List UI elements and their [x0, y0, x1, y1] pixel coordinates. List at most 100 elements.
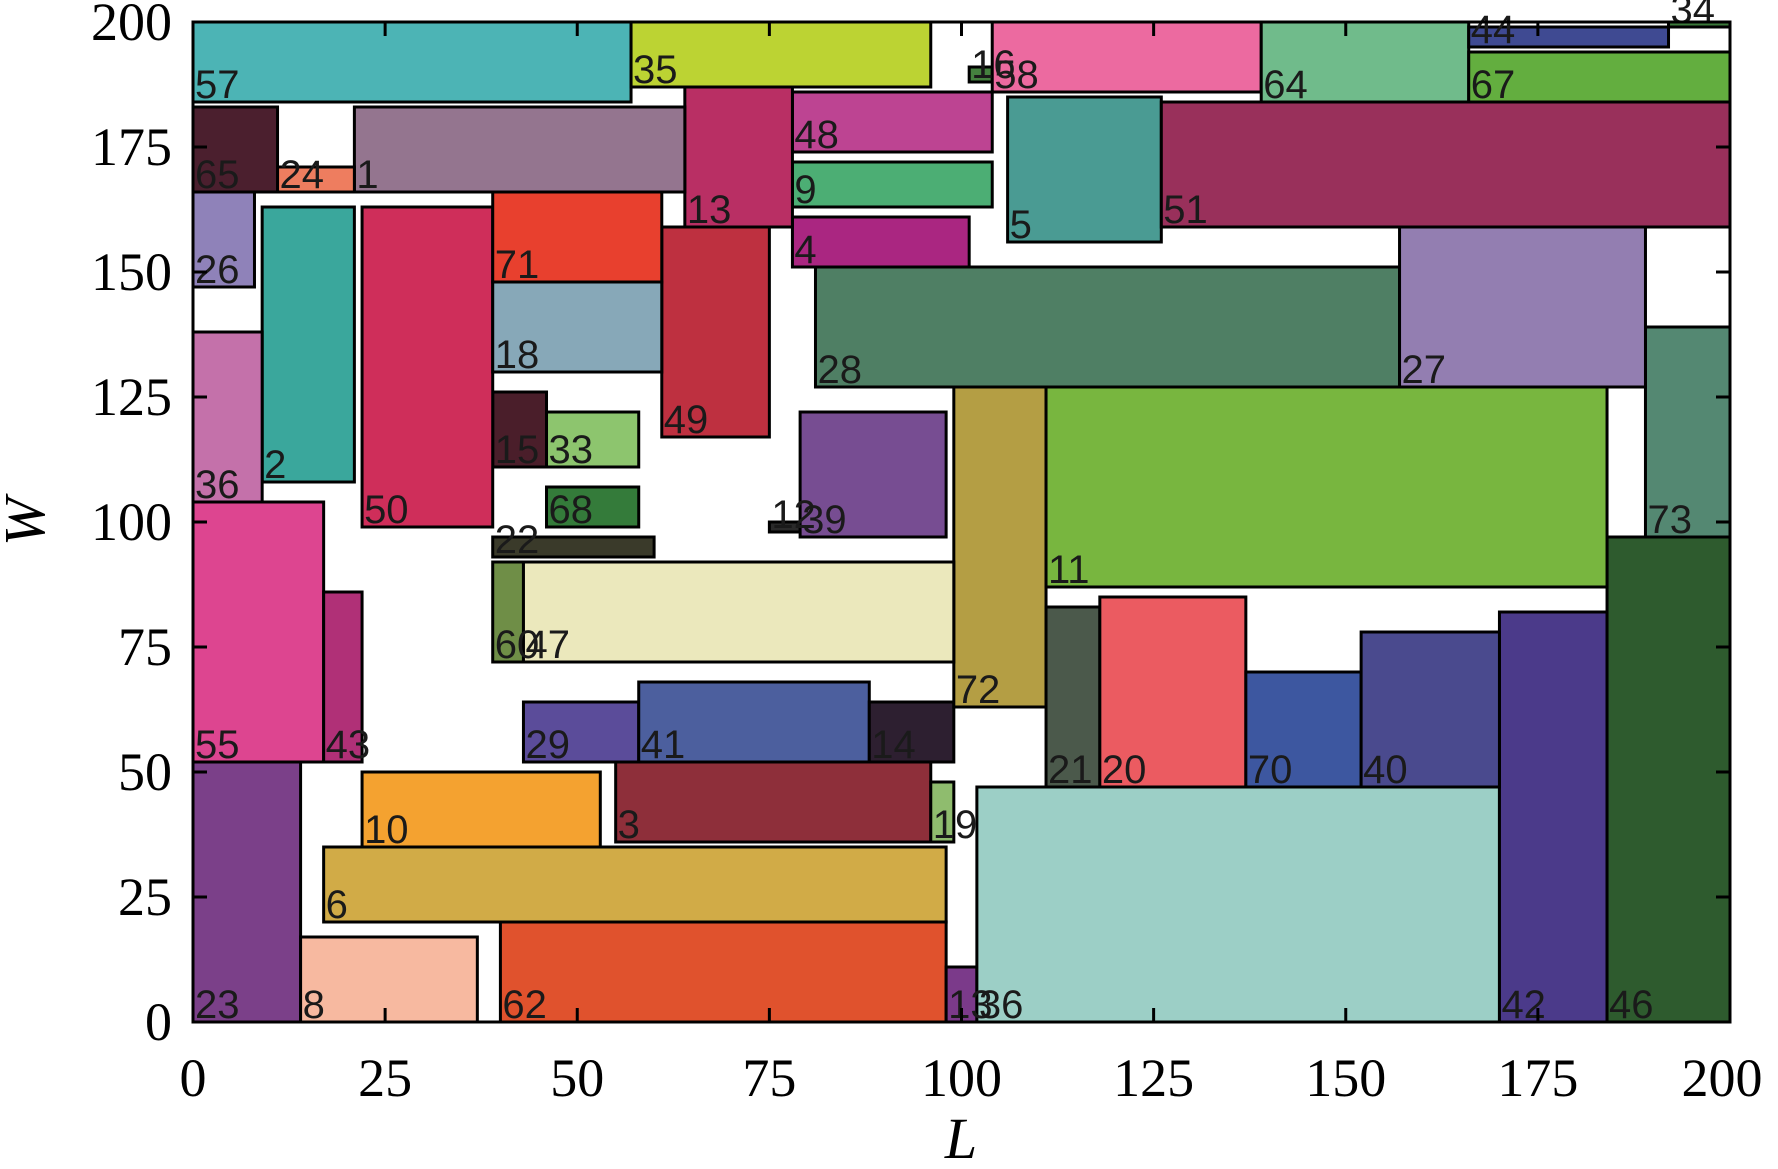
item-label-40: 40 — [1363, 748, 1408, 792]
item-rect-68 — [545, 485, 641, 529]
item-label-20: 20 — [1102, 748, 1147, 792]
x-tick-label: 150 — [1305, 1048, 1386, 1108]
item-rect-62 — [498, 920, 948, 1024]
item-label-57: 57 — [195, 63, 240, 107]
item-rect-44 — [1467, 25, 1671, 49]
item-label-58: 58 — [994, 53, 1039, 97]
item-label-13b: 13 — [687, 188, 732, 232]
y-tick-label: 50 — [118, 742, 172, 802]
item-label-26: 26 — [195, 248, 240, 292]
x-tick-label: 175 — [1497, 1048, 1578, 1108]
item-rect-51 — [1159, 100, 1732, 229]
item-label-62: 62 — [502, 983, 547, 1027]
item-rect-35 — [629, 20, 933, 89]
item-rect-14 — [867, 700, 956, 764]
y-tick-label: 25 — [118, 867, 172, 927]
item-rect-8 — [299, 935, 479, 1024]
item-label-34: 34 — [1671, 0, 1716, 32]
item-rect-6 — [322, 845, 948, 924]
item-rect-23 — [191, 760, 303, 1024]
item-label-36b: 36 — [195, 463, 240, 507]
item-rect-33 — [545, 410, 641, 469]
item-label-55: 55 — [195, 723, 240, 767]
item-label-14: 14 — [871, 723, 916, 767]
item-rect-36 — [975, 785, 1501, 1024]
item-rect-47 — [521, 560, 956, 664]
item-label-6: 6 — [326, 883, 348, 927]
item-rect-58 — [990, 20, 1263, 94]
tick-labels-layer: 0 25 50 75 100 125 150 175 200025507510012515017… — [91, 0, 1763, 1108]
item-label-10: 10 — [364, 808, 409, 852]
item-label-2: 2 — [264, 443, 286, 487]
item-label-12: 12 — [771, 493, 816, 537]
item-label-49: 49 — [664, 398, 709, 442]
item-rect-1 — [352, 105, 687, 194]
ticks-layer — [191, 20, 1732, 1024]
item-label-44: 44 — [1471, 8, 1516, 52]
item-label-33: 33 — [549, 428, 594, 472]
item-rect-19 — [929, 780, 956, 844]
item-rect-10 — [360, 770, 602, 849]
item-label-4: 4 — [794, 228, 816, 272]
item-rect-71 — [491, 190, 664, 284]
item-rect-24 — [276, 165, 356, 194]
y-tick-label: 100 — [91, 492, 172, 552]
item-label-11: 11 — [1048, 548, 1090, 592]
item-label-65: 65 — [195, 153, 240, 197]
y-tick-label: 175 — [91, 117, 172, 177]
item-rect-73 — [1643, 325, 1732, 539]
item-label-27: 27 — [1402, 348, 1447, 392]
item-label-39: 39 — [802, 498, 847, 542]
item-label-51: 51 — [1163, 188, 1208, 232]
y-tick-label: 200 — [91, 0, 172, 52]
y-axis-label: W — [0, 493, 57, 546]
item-label-16: 16 — [971, 43, 1016, 87]
item-label-67: 67 — [1471, 63, 1516, 107]
item-rect-57 — [191, 20, 633, 104]
x-axis-label: L — [944, 1106, 977, 1169]
item-label-60: 60 — [495, 623, 539, 667]
rectangles-layer — [191, 20, 1732, 1024]
item-label-70: 70 — [1248, 748, 1293, 792]
x-tick-label: 50 — [550, 1048, 604, 1108]
item-label-19: 19 — [933, 803, 978, 847]
item-label-23: 23 — [195, 983, 240, 1027]
item-label-28: 28 — [817, 348, 862, 392]
item-label-46: 46 — [1609, 983, 1654, 1027]
item-label-8: 8 — [303, 983, 325, 1027]
y-tick-label: 150 — [91, 242, 172, 302]
item-rect-70 — [1244, 670, 1363, 789]
y-tick-label: 125 — [91, 367, 172, 427]
item-rect-5 — [1006, 95, 1163, 244]
item-label-41: 41 — [641, 723, 686, 767]
item-label-68: 68 — [549, 488, 594, 532]
item-rect-67 — [1467, 50, 1732, 104]
item-rect-28 — [813, 265, 1402, 389]
item-label-15: 15 — [495, 428, 539, 472]
item-label-47: 47 — [525, 623, 570, 667]
x-tick-label: 100 — [921, 1048, 1002, 1108]
y-tick-label: 0 — [145, 992, 172, 1052]
y-tick-label: 75 — [118, 617, 172, 677]
item-label-29: 29 — [525, 723, 570, 767]
item-label-72: 72 — [956, 668, 1001, 712]
item-label-64: 64 — [1263, 63, 1308, 107]
item-label-21: 21 — [1048, 748, 1093, 792]
item-rect-20 — [1098, 595, 1248, 789]
item-label-3: 3 — [618, 803, 640, 847]
x-tick-label: 125 — [1113, 1048, 1194, 1108]
item-label-24: 24 — [280, 153, 325, 197]
item-rect-55 — [191, 500, 326, 764]
item-label-18: 18 — [495, 333, 539, 377]
x-tick-label: 75 — [742, 1048, 796, 1108]
item-rect-65 — [191, 105, 280, 194]
item-rect-9 — [790, 160, 994, 209]
item-label-5: 5 — [1010, 203, 1032, 247]
x-tick-label: 200 — [1682, 1048, 1763, 1108]
item-rect-15 — [491, 390, 549, 469]
item-rect-11 — [1044, 385, 1609, 589]
item-label-71: 71 — [495, 243, 539, 287]
item-rect-4 — [790, 215, 971, 269]
item-rect-72 — [952, 385, 1048, 709]
